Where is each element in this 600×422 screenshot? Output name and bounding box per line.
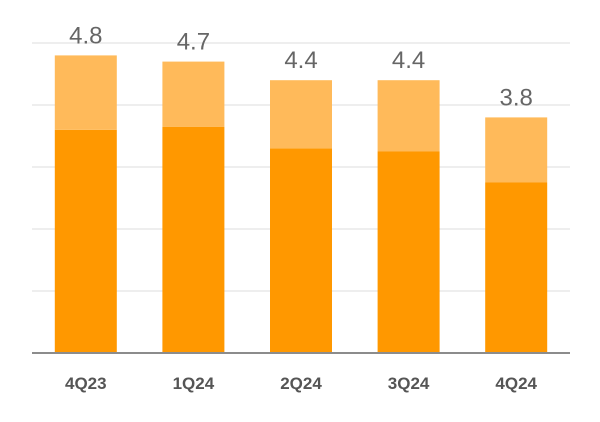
bars: [54, 55, 548, 353]
x-tick-label: 4Q24: [495, 374, 537, 393]
bar-segment-base: [485, 182, 548, 353]
bar-segment-top: [162, 61, 225, 127]
x-tick-label: 2Q24: [280, 374, 322, 393]
bar-segment-top: [485, 117, 548, 183]
bar-total-label: 4.4: [284, 47, 317, 74]
bar-total-label: 4.4: [392, 47, 425, 74]
bar-segment-top: [54, 55, 117, 130]
bar-segment-base: [377, 151, 440, 353]
total-labels: 4.8 4.7 4.4 4.4 3.8: [69, 22, 533, 111]
bar-segment-base: [54, 129, 117, 353]
x-tick-labels: 4Q23 1Q24 2Q24 3Q24 4Q24: [65, 374, 538, 393]
bar-total-label: 4.7: [177, 29, 210, 56]
bar-total-label: 3.8: [500, 84, 533, 111]
bar-segment-base: [162, 126, 225, 353]
x-tick-label: 3Q24: [388, 374, 430, 393]
x-tick-label: 4Q23: [65, 374, 107, 393]
bar-segment-top: [377, 80, 440, 152]
x-tick-label: 1Q24: [173, 374, 215, 393]
bar-segment-base: [270, 148, 332, 353]
bar-total-label: 4.8: [69, 22, 102, 49]
bar-segment-top: [270, 80, 332, 149]
